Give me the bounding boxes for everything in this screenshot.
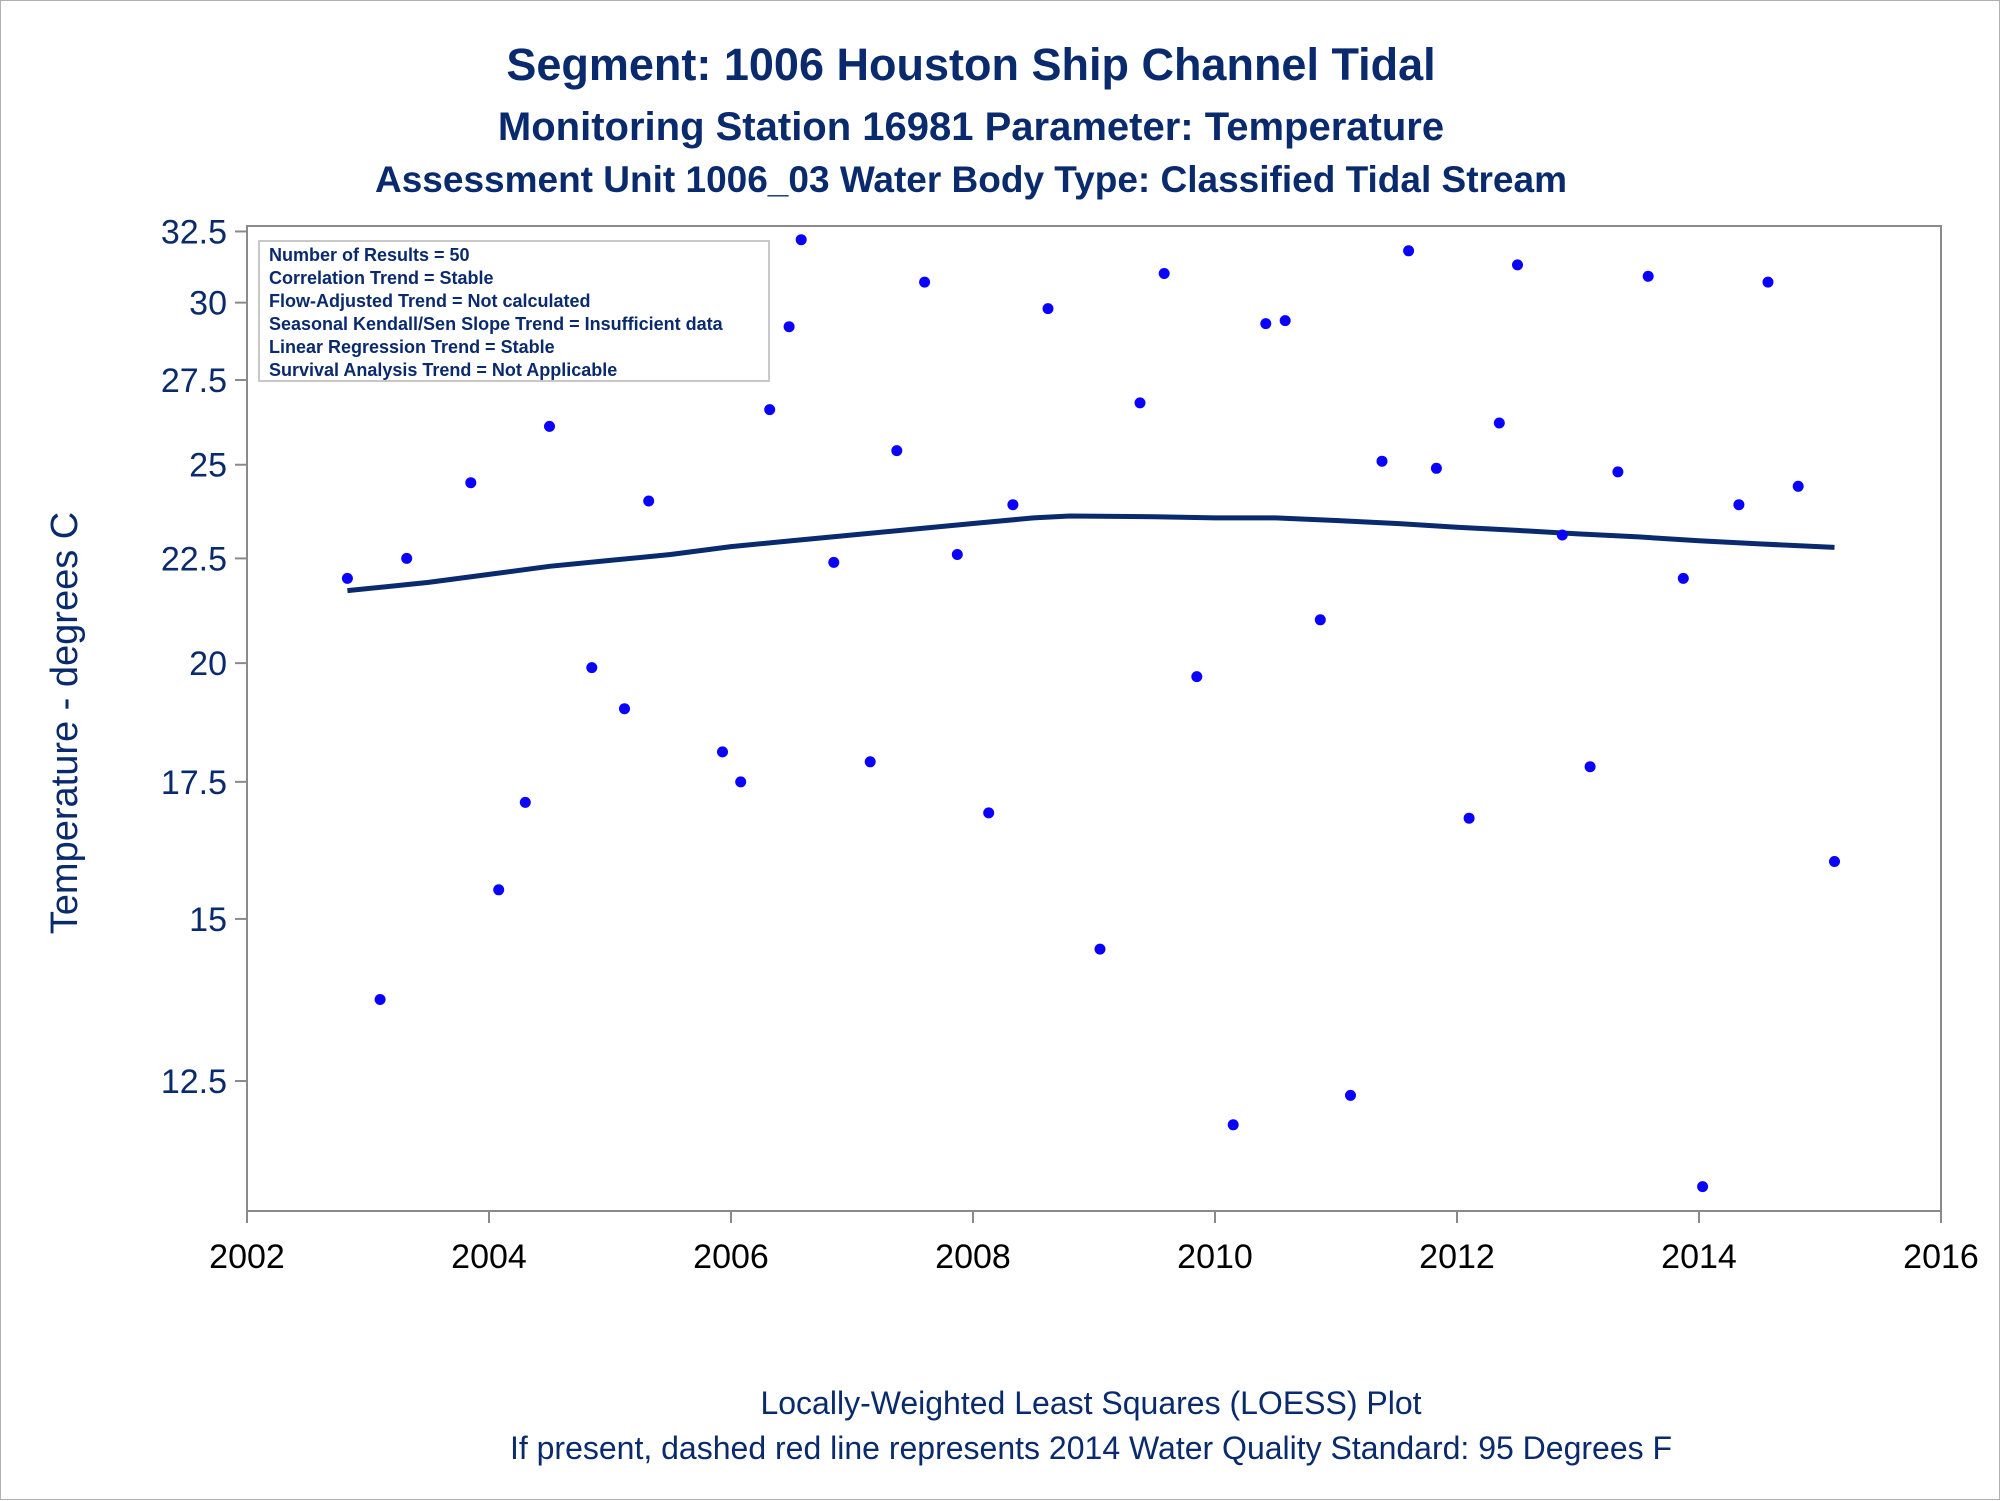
data-point [1134, 397, 1146, 409]
inset-line-flow-adjusted: Flow-Adjusted Trend = Not calculated [269, 291, 591, 311]
data-point [764, 404, 776, 416]
data-point [1403, 245, 1415, 257]
data-point [1227, 1119, 1239, 1131]
inset-box [258, 240, 770, 382]
data-point [1677, 572, 1689, 584]
x-tick-label: 2016 [1903, 1238, 1979, 1276]
inset-line-results: Number of Results = 50 [269, 245, 470, 265]
data-point [795, 234, 807, 246]
y-tick-label: 30 [189, 285, 227, 323]
data-point [374, 994, 386, 1005]
data-point [1493, 417, 1505, 429]
data-point [1042, 303, 1054, 315]
data-point [1584, 761, 1596, 773]
data-point [493, 884, 505, 896]
data-point [1094, 943, 1106, 955]
chart-subtitle: Monitoring Station 16981 Parameter: Temp… [498, 105, 1444, 149]
data-point [1463, 812, 1475, 824]
y-axis-title: Temperature - degrees C [44, 512, 86, 934]
y-tick-label: 27.5 [161, 362, 227, 400]
plot-area [246, 225, 1942, 1212]
y-tick-label: 20 [189, 645, 227, 683]
data-point [983, 807, 995, 819]
footnote-standard: If present, dashed red line represents 2… [510, 1430, 1672, 1466]
data-point [341, 572, 353, 584]
inset-line-survival: Survival Analysis Trend = Not Applicable [269, 360, 617, 380]
y-tick-label: 32.5 [161, 213, 227, 251]
x-tick-label: 2014 [1661, 1238, 1737, 1276]
data-point [1158, 268, 1170, 279]
data-point [717, 746, 728, 758]
data-point [519, 796, 531, 808]
inset-line-seasonal-kendall: Seasonal Kendall/Sen Slope Trend = Insuf… [269, 314, 724, 334]
x-tick-label: 2010 [1177, 1238, 1253, 1276]
chart-subtitle-2: Assessment Unit 1006_03 Water Body Type:… [375, 159, 1567, 200]
data-point [586, 662, 598, 674]
y-tick-label: 17.5 [161, 764, 227, 802]
y-tick-label: 12.5 [161, 1063, 227, 1101]
x-tick-label: 2012 [1419, 1238, 1495, 1276]
data-point [544, 420, 555, 432]
data-point [1612, 466, 1624, 478]
x-tick-label: 2008 [935, 1238, 1011, 1276]
data-point [1733, 499, 1745, 511]
y-axis: 12.5 15 17.5 20 22.5 25 27.5 30 32.5 [161, 213, 247, 1101]
data-point [619, 703, 630, 715]
x-tick-label: 2006 [693, 1238, 769, 1276]
data-point [1512, 259, 1523, 271]
data-point [864, 756, 876, 768]
data-point [1191, 671, 1203, 683]
loess-trend-line [347, 513, 1835, 594]
data-point [891, 445, 903, 457]
y-tick-label: 15 [189, 901, 227, 939]
data-point [1697, 1181, 1709, 1193]
data-point [465, 477, 477, 489]
data-point [919, 276, 931, 288]
y-tick-label: 22.5 [161, 540, 227, 578]
data-point [1762, 276, 1774, 288]
data-point [1376, 455, 1388, 467]
data-point [1314, 614, 1326, 626]
data-point [1829, 856, 1840, 867]
data-point [1260, 318, 1272, 330]
x-tick-label: 2002 [209, 1238, 285, 1276]
x-tick-label: 2004 [451, 1238, 527, 1276]
trend-summary-inset: Number of Results = 50 Correlation Trend… [258, 240, 770, 382]
chart-title: Segment: 1006 Houston Ship Channel Tidal [506, 39, 1435, 90]
y-tick-label: 25 [189, 447, 227, 485]
data-points [341, 234, 1840, 1193]
data-point [783, 321, 795, 333]
data-point [1279, 315, 1291, 327]
data-point [643, 495, 655, 507]
data-point [951, 549, 963, 560]
inset-line-correlation: Correlation Trend = Stable [269, 268, 494, 288]
data-point [1430, 462, 1442, 474]
x-axis: 2002 2004 2006 2008 2010 2012 2014 2016 [209, 1211, 1979, 1276]
data-point [828, 556, 840, 568]
data-point [1556, 529, 1568, 541]
data-point [1642, 270, 1654, 282]
data-point [735, 776, 747, 788]
footnote-loess: Locally-Weighted Least Squares (LOESS) P… [760, 1385, 1421, 1421]
data-point [1792, 480, 1804, 492]
data-point [1007, 499, 1019, 511]
data-point [401, 552, 413, 564]
inset-line-linear-regression: Linear Regression Trend = Stable [269, 337, 555, 357]
data-point [1345, 1089, 1356, 1101]
